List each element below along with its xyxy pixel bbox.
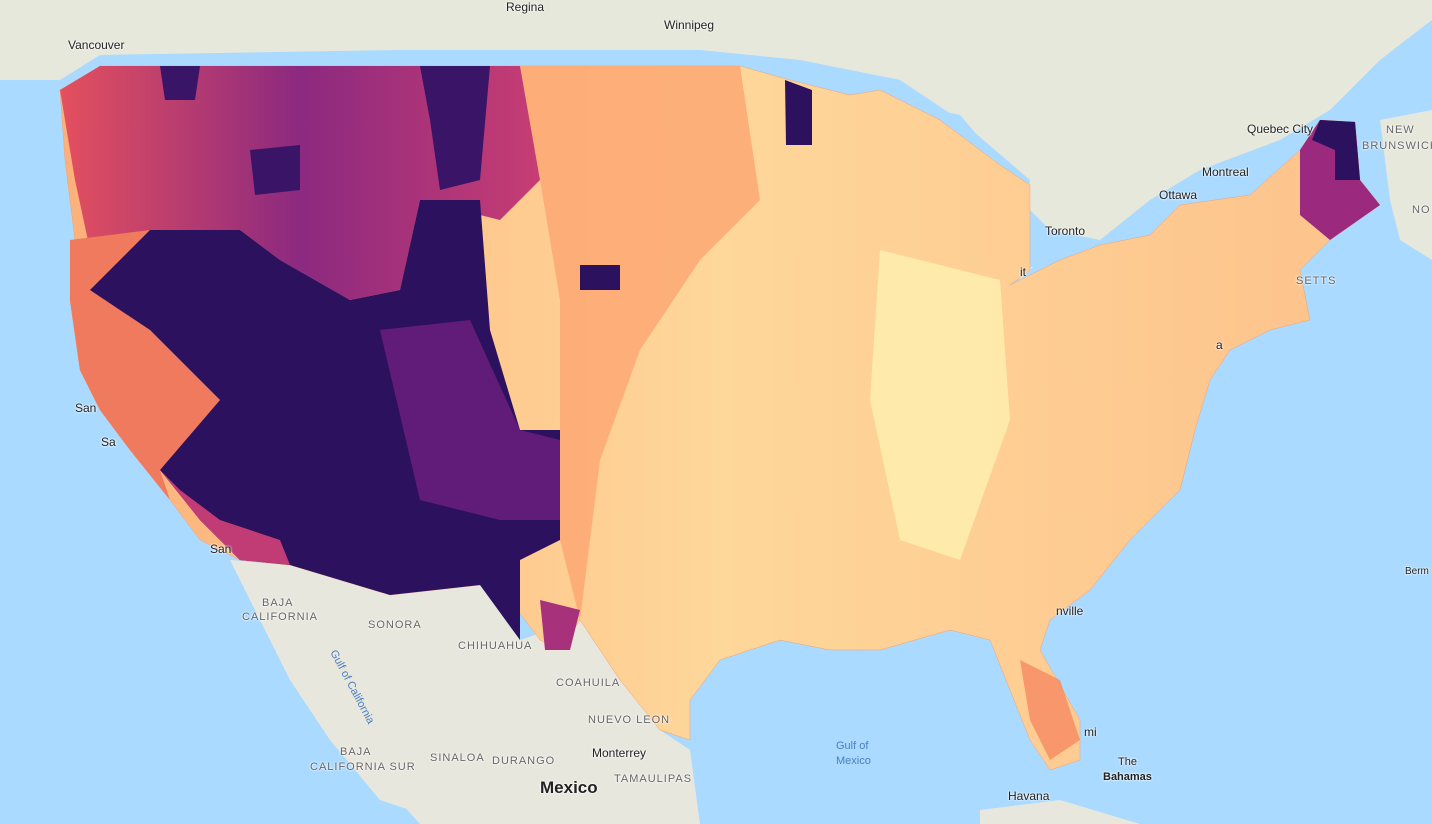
southwest-mid-counties <box>380 320 560 520</box>
label-sinaloa: SINALOA <box>430 752 485 764</box>
label-sonora: SONORA <box>368 619 422 631</box>
texas-border-counties <box>540 600 580 650</box>
label-regina: Regina <box>506 0 545 14</box>
label-nova-scotia: NO <box>1412 204 1431 216</box>
label-massachusetts: SETTS <box>1296 275 1337 287</box>
label-quebec-city: Quebec City <box>1247 122 1314 136</box>
label-bermuda: Berm <box>1405 566 1429 577</box>
label-monterrey: Monterrey <box>592 746 647 760</box>
atlantic-canada-land <box>1380 110 1432 260</box>
appalachia-counties <box>870 250 1010 560</box>
cuba-land <box>980 800 1140 824</box>
southern-california-counties <box>160 470 290 565</box>
label-winnipeg: Winnipeg <box>664 18 715 32</box>
label-tamaulipas: TAMAULIPAS <box>614 773 693 785</box>
label-jacksonville: nville <box>1056 604 1084 618</box>
label-the-bahamas-1: The <box>1118 756 1137 768</box>
label-mexico: Mexico <box>540 778 598 797</box>
label-new-brunswick-2: BRUNSWICK <box>1362 140 1432 152</box>
kansas-county <box>580 265 620 290</box>
mexico-land <box>230 560 700 824</box>
southwest-counties <box>90 200 560 640</box>
label-toronto: Toronto <box>1045 224 1086 238</box>
label-baja-california-sur-2: CALIFORNIA SUR <box>310 761 416 773</box>
canada-land <box>0 0 1432 280</box>
label-baja-california-2: CALIFORNIA <box>242 611 319 623</box>
label-san-francisco: San <box>75 401 97 415</box>
label-the-bahamas-2: Bahamas <box>1103 771 1152 783</box>
label-montreal: Montreal <box>1202 165 1249 179</box>
baja-land <box>235 565 410 810</box>
florida-counties <box>1020 660 1080 760</box>
label-ma: a <box>1216 338 1223 352</box>
maine-north-county <box>1312 120 1360 180</box>
label-havana: Havana <box>1008 789 1050 803</box>
label-ottawa: Ottawa <box>1159 188 1198 202</box>
label-new-brunswick-1: NEW <box>1386 124 1415 136</box>
label-gulf-of-mexico-1: Gulf of <box>836 740 869 752</box>
plains-counties <box>520 66 760 620</box>
label-gulf-of-mexico-2: Mexico <box>836 755 871 767</box>
label-baja-california-sur-1: BAJA <box>340 746 372 758</box>
label-nuevo-leon: NUEVO LEON <box>588 714 671 726</box>
label-durango: DURANGO <box>492 755 556 767</box>
label-sacramento: Sa <box>101 435 116 449</box>
label-vancouver: Vancouver <box>68 38 125 52</box>
label-coahuila: COAHUILA <box>556 677 621 689</box>
label-san-diego: San <box>210 542 232 556</box>
label-detroit: it <box>1020 265 1026 279</box>
montana-counties <box>160 66 490 195</box>
label-baja-california-1: BAJA <box>262 597 294 609</box>
label-miami: mi <box>1084 725 1097 739</box>
label-chihuahua: CHIHUAHUA <box>458 640 533 652</box>
minnesota-county <box>785 80 812 145</box>
